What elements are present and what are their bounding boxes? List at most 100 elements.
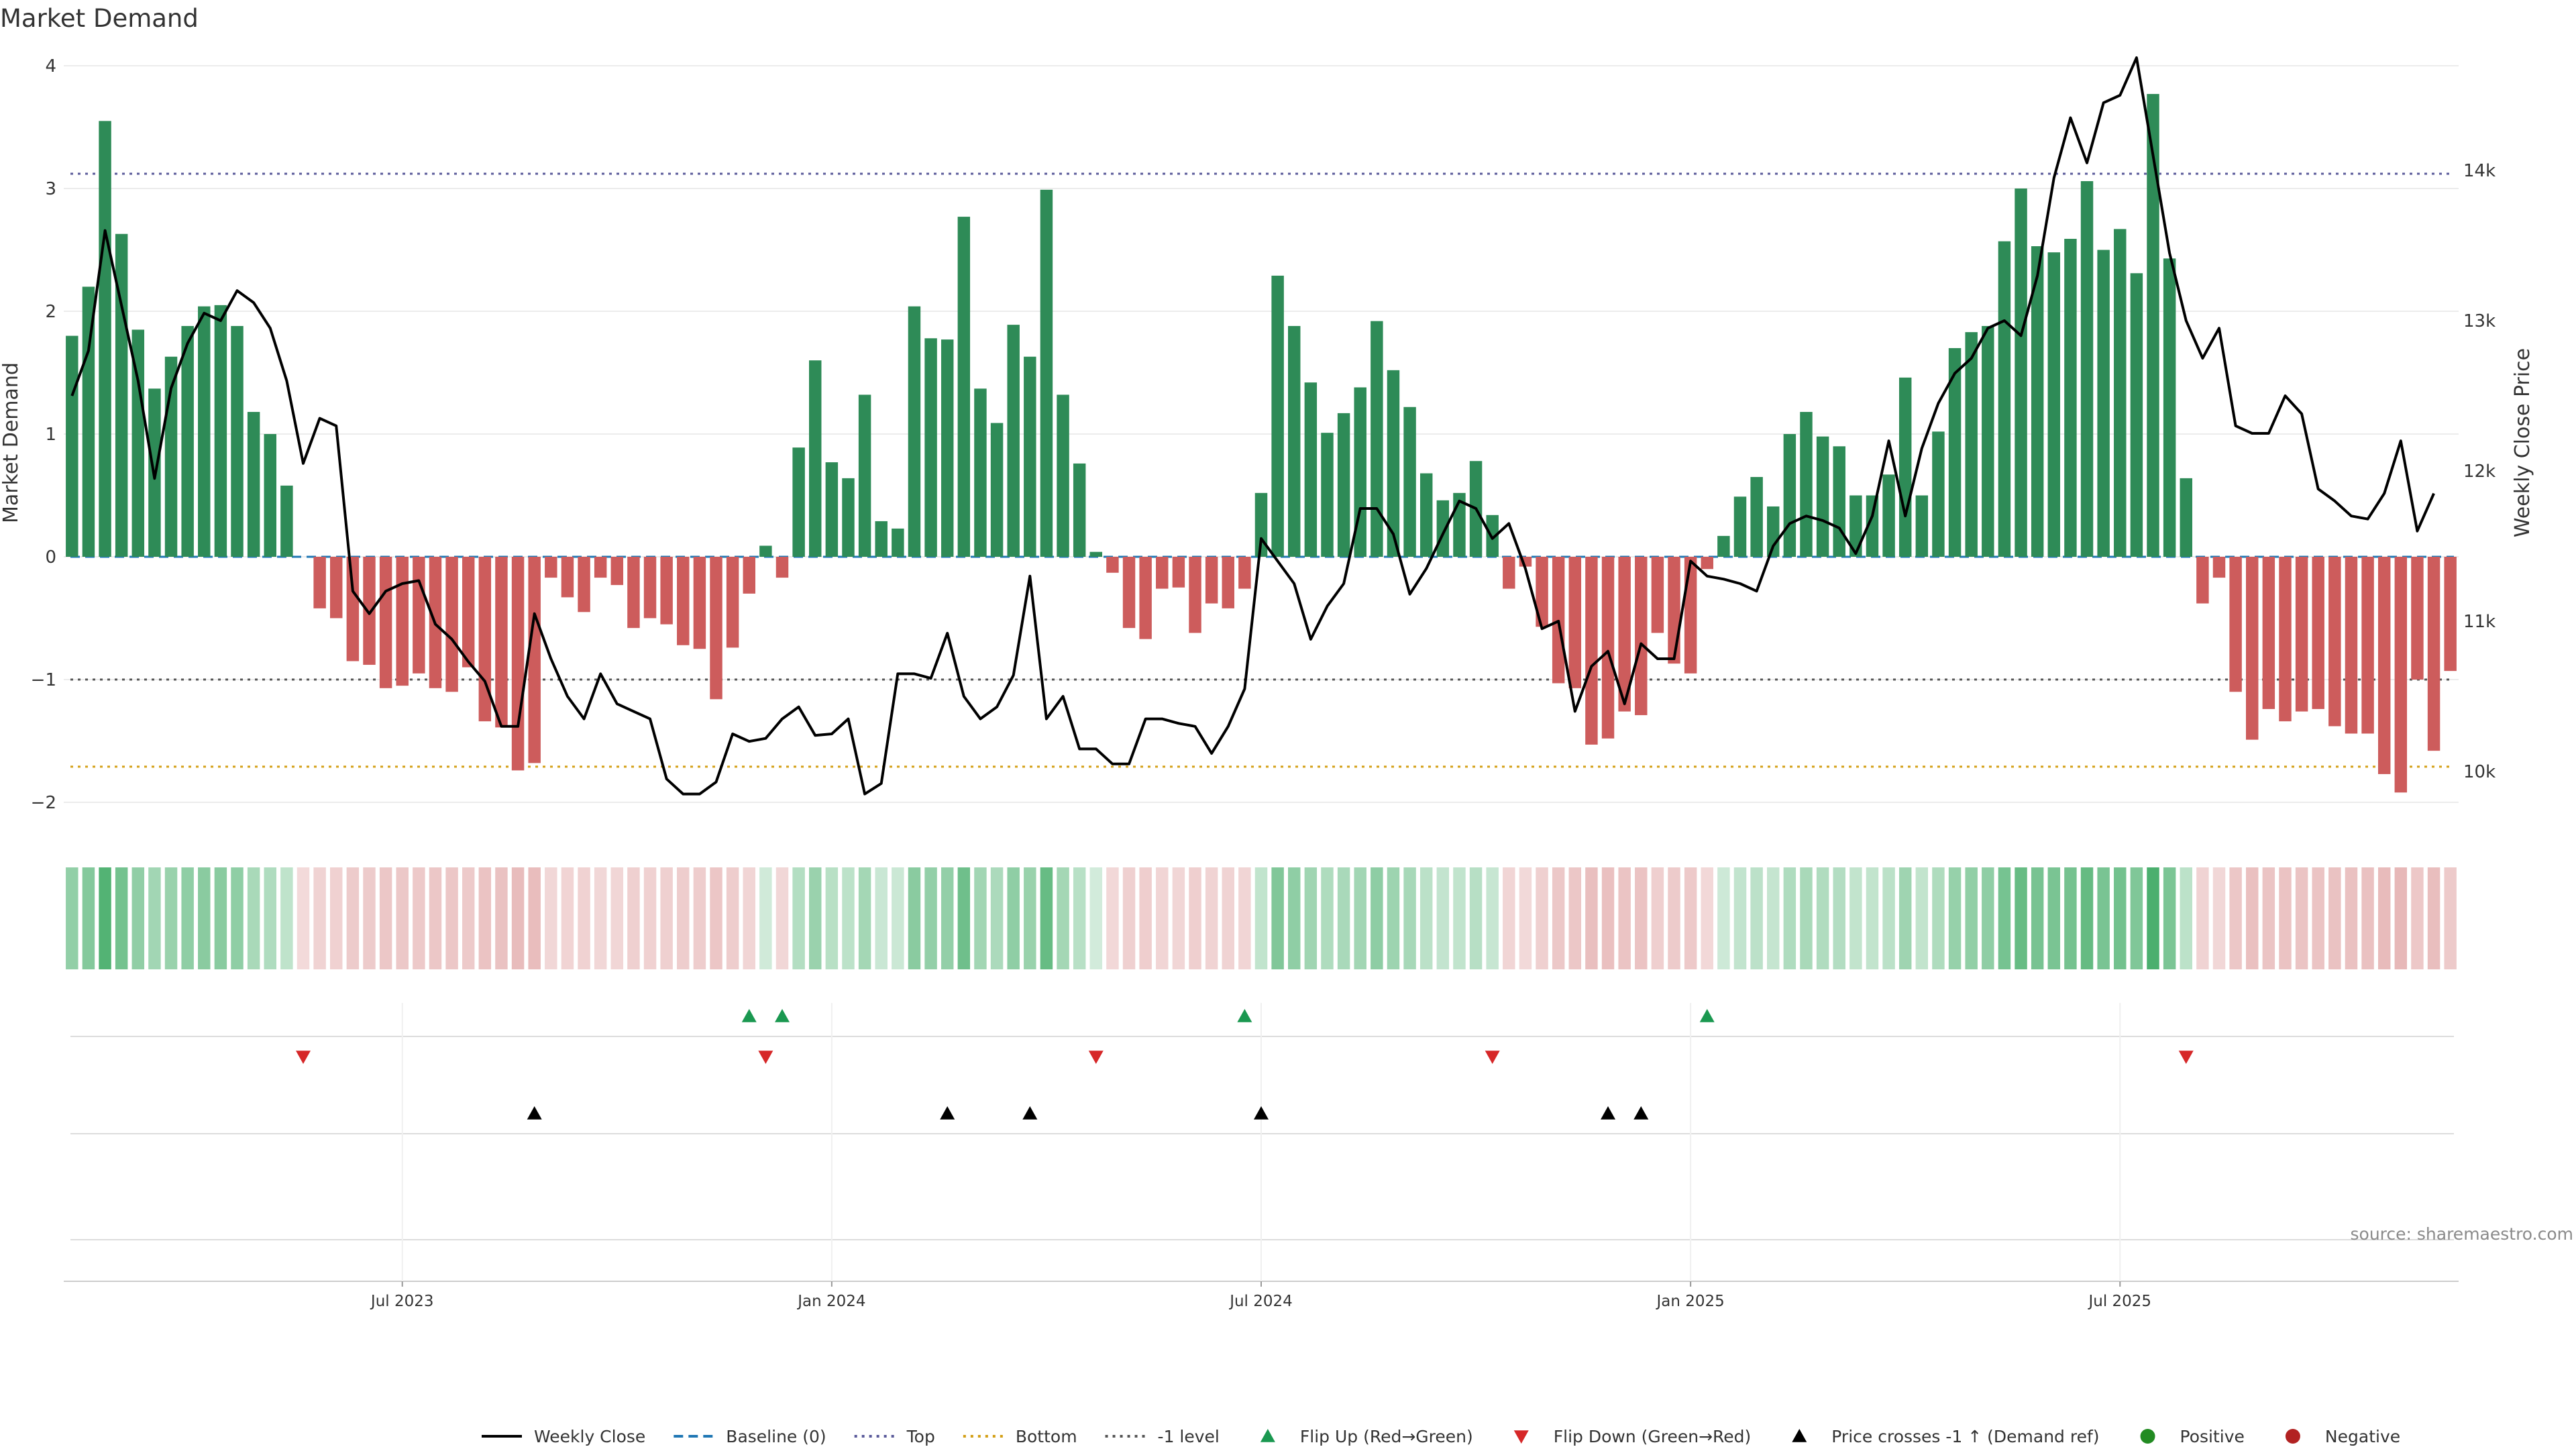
heat-cell	[181, 867, 194, 969]
heat-cell	[1998, 867, 2011, 969]
demand-bar	[2196, 557, 2209, 604]
demand-bar	[710, 557, 722, 700]
heat-cell	[1783, 867, 1796, 969]
heat-cell	[2212, 867, 2226, 969]
heat-cell	[1354, 867, 1366, 969]
demand-bar	[792, 447, 805, 557]
heat-cell	[1767, 867, 1780, 969]
demand-bar	[1238, 557, 1251, 589]
right-tick-label: 11k	[2463, 612, 2496, 632]
heat-cell	[1321, 867, 1334, 969]
heat-cell	[1668, 867, 1680, 969]
demand-bar	[363, 557, 376, 665]
heat-cell	[594, 867, 607, 969]
demand-bar	[561, 557, 574, 598]
heat-cell	[1222, 867, 1234, 969]
demand-bar	[231, 325, 244, 557]
weekly-close-line	[70, 56, 2435, 796]
demand-bar	[2411, 557, 2424, 680]
demand-bar	[1882, 474, 1895, 557]
demand-bar	[1800, 412, 1813, 557]
legend-item: Price crosses -1 ↑ (Demand ref)	[1792, 1427, 2100, 1446]
flip-up-marker	[741, 1009, 757, 1022]
heat-cell	[1701, 867, 1713, 969]
flip-down-marker	[1485, 1051, 1500, 1064]
demand-bar	[1419, 473, 1433, 557]
heat-cell	[2047, 867, 2061, 969]
heat-cell	[1106, 867, 1119, 969]
demand-bar	[478, 557, 492, 722]
demand-bar	[1668, 557, 1680, 664]
demand-bar	[1932, 431, 1945, 557]
demand-bar	[396, 557, 409, 686]
demand-bar	[1337, 413, 1350, 557]
heat-cell	[1816, 867, 1829, 969]
right-tick-label: 10k	[2463, 762, 2496, 782]
reference-levels	[70, 172, 2454, 768]
demand-bar	[1783, 434, 1796, 557]
demand-bar	[1089, 551, 1103, 557]
demand-bar	[1073, 463, 1086, 557]
heat-cell	[2328, 867, 2341, 969]
left-tick-label: 4	[45, 56, 56, 76]
demand-bar	[1436, 500, 1450, 557]
heat-cell	[957, 867, 971, 969]
heat-cell	[462, 867, 475, 969]
heat-cell	[214, 867, 227, 969]
flip-up-marker	[1699, 1009, 1715, 1022]
left-tick-label: 0	[45, 547, 56, 568]
demand-bar	[280, 485, 293, 557]
heat-cell	[1254, 867, 1268, 969]
heat-cell	[1057, 867, 1069, 969]
heat-cell	[809, 867, 822, 969]
heat-cell	[330, 867, 343, 969]
heat-cell	[2064, 867, 2077, 969]
demand-bar	[924, 338, 937, 557]
demand-bar	[1536, 557, 1548, 627]
demand-bar	[2328, 557, 2341, 727]
demand-bar	[693, 557, 706, 649]
heat-cell	[561, 867, 574, 969]
heat-cell	[693, 867, 706, 969]
demand-bar	[214, 305, 227, 557]
heat-cell	[313, 867, 326, 969]
legend-label: Negative	[2325, 1427, 2400, 1446]
demand-bar	[66, 335, 78, 557]
heat-cell	[2163, 867, 2176, 969]
demand-bar	[198, 306, 211, 557]
heat-cell	[1238, 867, 1251, 969]
price-cross-marker	[1633, 1106, 1649, 1120]
legend-item: Bottom	[963, 1427, 1077, 1446]
demand-bar	[2345, 557, 2358, 734]
demand-bar	[1849, 495, 1862, 557]
demand-bar	[1965, 332, 1978, 557]
heat-cell	[346, 867, 360, 969]
demand-bar	[1205, 557, 1218, 604]
heat-cell	[1618, 867, 1631, 969]
x-tick-label: Jan 2024	[796, 1293, 865, 1310]
demand-bar	[1321, 433, 1334, 557]
heat-cell	[1040, 867, 1053, 969]
heat-cell	[1337, 867, 1350, 969]
heat-cell	[164, 867, 178, 969]
demand-bar	[1898, 377, 1912, 557]
legend-swatch-crosses-icon	[1792, 1429, 1807, 1442]
demand-bar	[1866, 495, 1879, 557]
event-panels	[64, 1003, 2459, 1282]
demand-bar	[2246, 557, 2259, 740]
heat-cell	[2015, 867, 2027, 969]
demand-bar	[379, 557, 392, 688]
heat-cell	[1007, 867, 1020, 969]
demand-bar	[2047, 252, 2061, 557]
demand-bar	[1833, 446, 1845, 557]
heat-cell	[743, 867, 755, 969]
demand-bar	[1024, 356, 1036, 557]
weekly-close-path	[70, 56, 2435, 796]
heat-cell	[2444, 867, 2457, 969]
demand-bar	[1717, 535, 1730, 557]
heat-cell	[1833, 867, 1845, 969]
heat-cell	[247, 867, 260, 969]
demand-bar	[2114, 229, 2127, 557]
demand-bar	[495, 557, 508, 728]
demand-bar	[1139, 557, 1152, 639]
